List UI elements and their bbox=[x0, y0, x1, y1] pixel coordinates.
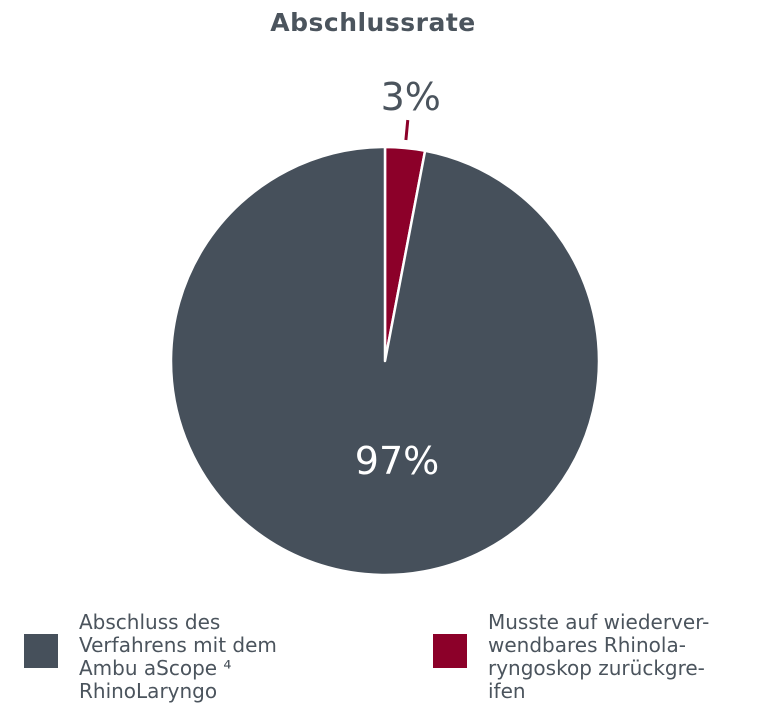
pie-label-fallback: 3% bbox=[381, 75, 441, 119]
chart-title: Abschlussrate bbox=[270, 8, 476, 37]
legend-swatch-completed bbox=[24, 634, 58, 668]
pie-labels: 3% 97% bbox=[355, 75, 441, 483]
pie-leader-line-fallback bbox=[404, 119, 410, 141]
legend-swatch-fallback bbox=[433, 634, 467, 668]
legend-label-completed: Abschluss des Verfahrens mit dem Ambu aS… bbox=[79, 610, 277, 703]
pie-label-completed: 97% bbox=[355, 439, 439, 483]
pie-chart: 3% 97% bbox=[169, 75, 601, 577]
pie-slices bbox=[169, 145, 601, 577]
pie-slice-completed bbox=[169, 145, 601, 577]
legend-label-fallback: Musste auf wiederver- wendbares Rhinola-… bbox=[488, 610, 710, 703]
